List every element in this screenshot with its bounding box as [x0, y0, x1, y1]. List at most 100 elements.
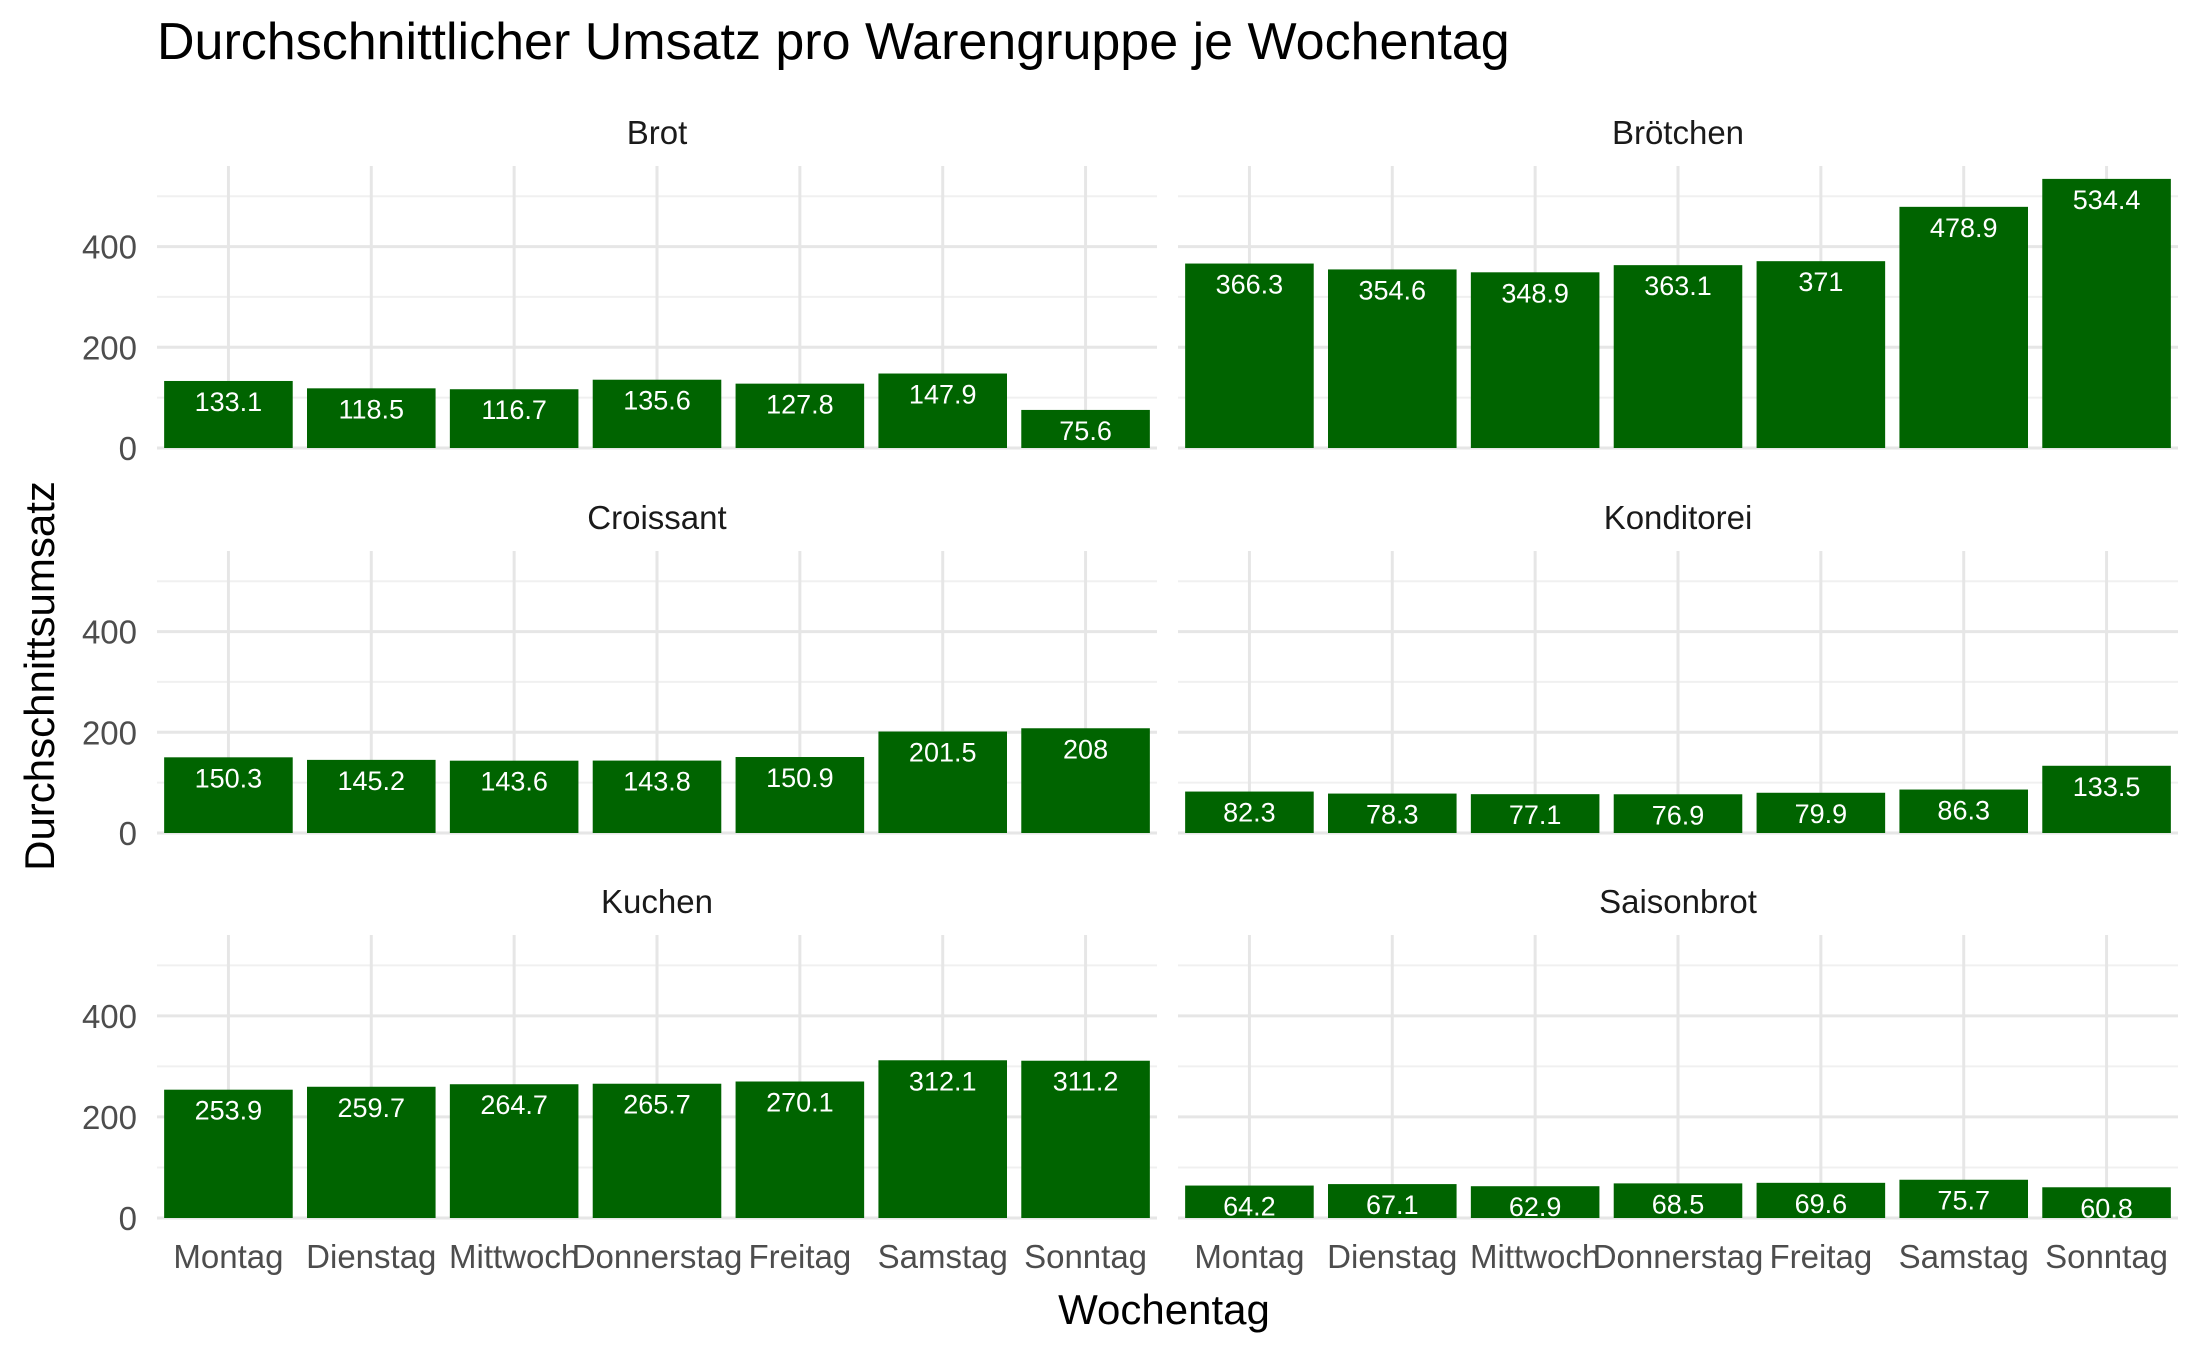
bar [1328, 793, 1457, 833]
x-tick-label: Samstag [1899, 1238, 2029, 1275]
bar-value-label: 68.5 [1652, 1189, 1705, 1219]
bar [1613, 265, 1743, 448]
facet-strip-label: Brot [627, 114, 688, 151]
bar [1756, 261, 1886, 448]
bar [1185, 263, 1314, 448]
bar-value-label: 78.3 [1366, 800, 1419, 830]
facet-panels: Brot 0 200 400 133.1 118.5 116.7 135.6 127.8 147.… [82, 114, 2178, 1275]
bar-value-label: 147.9 [909, 380, 977, 410]
x-tick-label: Montag [173, 1238, 283, 1275]
panel-konditorei: Konditorei 82.3 78.3 77.1 76.9 79.9 86.3 133.5 [1178, 499, 2178, 835]
bar-value-label: 534.4 [2073, 185, 2141, 215]
bar-value-label: 208 [1063, 734, 1108, 764]
bar [1899, 1179, 2028, 1218]
bar-value-label: 270.1 [766, 1088, 834, 1118]
bar [2042, 1187, 2171, 1218]
bar-value-label: 133.1 [195, 387, 263, 417]
bar-value-label: 82.3 [1223, 798, 1276, 828]
x-tick-label: Montag [1194, 1238, 1304, 1275]
bar-value-label: 312.1 [909, 1066, 977, 1096]
y-tick-label: 400 [82, 998, 137, 1035]
bar-value-label: 143.8 [623, 767, 691, 797]
bar-value-label: 118.5 [339, 394, 405, 424]
bar-value-label: 253.9 [195, 1096, 263, 1126]
bar [878, 1060, 1007, 1218]
facet-strip-label: Brötchen [1612, 114, 1744, 151]
bar [1899, 789, 2028, 833]
bar [878, 731, 1007, 833]
bar-value-label: 77.1 [1509, 800, 1562, 830]
bar [1470, 794, 1600, 833]
bar-value-label: 264.7 [480, 1090, 548, 1120]
x-tick-label: Mittwoch [1470, 1238, 1600, 1275]
x-tick-label: Sonntag [1024, 1238, 1147, 1275]
bar [1613, 794, 1743, 833]
bar-value-label: 348.9 [1501, 278, 1569, 308]
bar-value-label: 311.2 [1053, 1067, 1119, 1097]
bar-value-label: 86.3 [1937, 796, 1990, 826]
chart-title: Durchschnittlicher Umsatz pro Warengrupp… [157, 13, 1510, 71]
bar [878, 373, 1007, 448]
panel-croissant: Croissant 0 200 400 150.3 145.2 143.6 143.8 150.… [82, 499, 1157, 852]
x-tick-label: Donnerstag [572, 1238, 743, 1275]
bar [1185, 791, 1314, 833]
bar [592, 1083, 722, 1218]
bar-value-label: 150.3 [195, 763, 263, 793]
bar [592, 760, 722, 833]
y-axis-title: Durchschnittsumsatz [16, 481, 63, 871]
bar [164, 1089, 293, 1218]
bar-value-label: 75.7 [1937, 1186, 1990, 1216]
bar-value-label: 69.6 [1795, 1189, 1848, 1219]
bar [735, 383, 865, 448]
bar-value-label: 135.6 [623, 386, 691, 416]
bar [1021, 728, 1150, 833]
bar [307, 1086, 436, 1218]
bar [1756, 1182, 1886, 1218]
bar [592, 379, 722, 448]
panel-kuchen: Kuchen 0 200 400 253.9 259.7 264.7 265.7 270.1 31… [82, 883, 1157, 1275]
bar-value-label: 133.5 [2073, 772, 2141, 802]
x-tick-label: Sonntag [2045, 1238, 2168, 1275]
bar [1328, 1184, 1457, 1218]
bar-value-label: 259.7 [337, 1093, 405, 1123]
x-tick-label: Freitag [1769, 1238, 1872, 1275]
bar-value-label: 478.9 [1930, 213, 1998, 243]
bar [449, 1084, 579, 1218]
bar [449, 389, 579, 448]
bar [1185, 1185, 1314, 1218]
bar [1899, 206, 2028, 448]
bar [307, 759, 436, 833]
bar [1021, 409, 1150, 448]
bar-value-label: 366.3 [1216, 270, 1284, 300]
bar-value-label: 371 [1798, 267, 1843, 297]
bar [1328, 269, 1457, 448]
y-tick-label: 200 [82, 329, 137, 366]
bar [1470, 1186, 1600, 1218]
bar [164, 380, 293, 448]
y-tick-label: 400 [82, 229, 137, 266]
bar [2042, 178, 2171, 449]
x-axis-title: Wochentag [1058, 1286, 1270, 1333]
bar-value-label: 116.7 [481, 395, 547, 425]
bar-value-label: 62.9 [1509, 1192, 1562, 1222]
bar [735, 757, 865, 833]
facet-strip-label: Konditorei [1604, 499, 1753, 536]
panel-brötchen: Brötchen 366.3 354.6 348.9 363.1 371 478.9 534.… [1178, 114, 2178, 450]
x-tick-label: Dienstag [306, 1238, 436, 1275]
bar [2042, 765, 2171, 833]
facet-strip-label: Kuchen [601, 883, 713, 920]
bar [1470, 272, 1600, 448]
x-tick-label: Dienstag [1327, 1238, 1457, 1275]
x-tick-label: Donnerstag [1593, 1238, 1764, 1275]
bar-value-label: 145.2 [337, 766, 405, 796]
bar-value-label: 265.7 [623, 1090, 691, 1120]
bar [307, 388, 436, 448]
bar [164, 757, 293, 833]
y-tick-label: 200 [82, 714, 137, 751]
bar-value-label: 64.2 [1223, 1192, 1276, 1222]
y-tick-label: 0 [119, 1200, 137, 1237]
y-tick-label: 400 [82, 614, 137, 651]
facet-strip-label: Croissant [587, 499, 726, 536]
y-tick-label: 0 [119, 430, 137, 467]
